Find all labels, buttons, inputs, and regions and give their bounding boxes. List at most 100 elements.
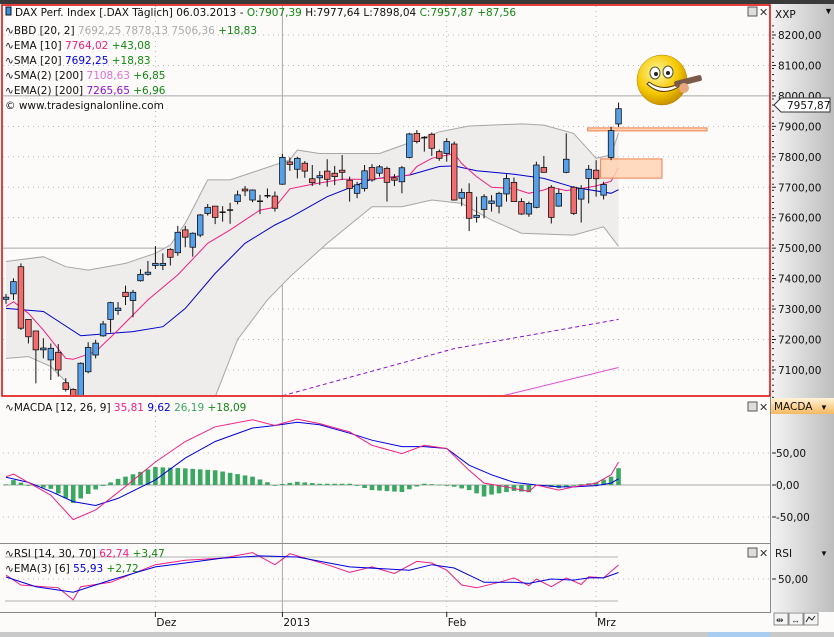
candle-body-down — [391, 177, 398, 181]
macd-tick-label: 50,00 — [776, 448, 806, 460]
macd-histogram-bar — [3, 484, 9, 486]
sma200-line — [502, 367, 619, 395]
candle-body-down — [331, 172, 338, 177]
macd-histogram-bar — [578, 484, 584, 485]
macd-histogram-bar — [63, 485, 69, 499]
window-top-bar — [0, 0, 834, 4]
macd-histogram-bar — [354, 485, 360, 486]
macd-histogram-bar — [601, 479, 606, 485]
price-axis-title[interactable]: XXP — [775, 9, 796, 21]
candle-body-up — [189, 232, 196, 248]
candle — [577, 185, 585, 223]
price-tick-label: 8200,00 — [778, 30, 821, 42]
candle-body-up — [234, 194, 241, 202]
macd-tick-label: -50,00 — [776, 512, 810, 524]
candle-body-down — [540, 167, 548, 173]
macd-histogram-bar — [324, 483, 330, 485]
macd-histogram-bar — [265, 482, 270, 485]
maximize-icon[interactable] — [747, 547, 758, 558]
candle-body-up — [600, 184, 607, 196]
candle — [406, 132, 413, 159]
macd-dropdown-icon[interactable]: ▼ — [820, 403, 828, 412]
legend-bbd[interactable]: ∿BBD [20, 2] 7692,25 7878,13 7506,36 +18… — [5, 25, 257, 37]
candle — [227, 202, 234, 224]
macd-histogram-bar — [250, 476, 255, 485]
candle-body-down — [211, 205, 219, 218]
macd-tick-label: 0,00 — [776, 480, 799, 492]
smiley-cigar-emoji — [636, 54, 702, 106]
macd-histogram-bar — [444, 485, 450, 486]
macd-histogram-bar — [175, 468, 181, 485]
candle-body-up — [77, 362, 84, 395]
close-icon[interactable]: ✕ — [759, 7, 768, 19]
candle-body-up — [152, 262, 159, 266]
legend-rsi-ema[interactable]: ∿EMA(3) [6] 55,93 +2,72 — [5, 563, 139, 575]
candle-body-up — [480, 196, 488, 210]
maximize-icon[interactable] — [747, 6, 758, 17]
macd-histogram-bar — [362, 485, 367, 488]
legend-ema200[interactable]: ∿EMA(2) [200] 7265,65 +6,96 — [5, 85, 166, 97]
candle-body-up — [279, 157, 286, 185]
candle — [32, 330, 40, 384]
legend-macd[interactable]: ∿MACDA [12, 26, 9] 35,81 9,62 26,19 +18,… — [5, 402, 246, 414]
macd-histogram-bar — [392, 485, 397, 492]
rsi-dropdown-icon[interactable]: ▼ — [820, 549, 828, 558]
candle-body-up — [174, 231, 182, 254]
candle-body-up — [585, 168, 592, 179]
candle — [249, 189, 256, 203]
legend-ema10[interactable]: ∿EMA [10] 7764,02 +43,08 — [5, 40, 151, 52]
macd-histogram-bar — [459, 485, 464, 489]
macd-histogram-bar — [519, 485, 524, 492]
price-tick-label: 7100,00 — [778, 365, 821, 377]
rsi-line — [5, 552, 619, 601]
macd-histogram-bar — [317, 483, 323, 485]
macd-histogram-bar — [100, 485, 106, 486]
macd-histogram-bar — [115, 478, 121, 485]
candle — [480, 194, 488, 219]
macd-axis-title[interactable]: MACDA — [774, 401, 813, 413]
candle-body-down — [324, 170, 331, 180]
candle — [607, 126, 615, 161]
compress-time-button[interactable] — [773, 612, 789, 626]
candle — [70, 388, 77, 395]
axis-menu-icon[interactable]: ▼ — [824, 6, 833, 16]
expand-time-button[interactable] — [788, 612, 804, 626]
candle — [368, 164, 376, 182]
candle-body-up — [607, 130, 615, 158]
candle-body-up — [47, 347, 55, 361]
gridlines — [3, 6, 770, 612]
candle-body-up — [563, 158, 570, 173]
legend-sma20[interactable]: ∿SMA [20] 7692,25 +18,83 — [5, 55, 151, 67]
macd-axis-header[interactable] — [771, 398, 834, 414]
candle-body-up — [443, 141, 450, 154]
macd-panel-buttons: ✕ — [747, 401, 768, 414]
bollinger-upper-line — [5, 123, 619, 271]
header-line: DAX Perf. Index [.DAX Täglich] 06.03.201… — [15, 7, 516, 19]
macd-histogram-bar — [563, 485, 569, 487]
legend-sma200[interactable]: ∿SMA(2) [200] 7108,63 +6,85 — [5, 70, 165, 82]
candle — [413, 130, 421, 144]
candle-body-down — [570, 186, 577, 214]
close-icon[interactable]: ✕ — [759, 548, 768, 560]
bottom-scrollbar-thumb[interactable] — [708, 632, 770, 637]
candle-body-down — [62, 382, 69, 390]
candle — [122, 285, 129, 306]
candle — [585, 165, 592, 204]
rsi-axis-title[interactable]: RSI — [775, 548, 792, 560]
candle-body-down — [271, 195, 279, 209]
candle-body-up — [615, 108, 622, 125]
bottom-scrollbar-track[interactable] — [0, 632, 834, 637]
candle — [338, 154, 346, 180]
maximize-icon[interactable] — [747, 401, 758, 412]
candle — [107, 301, 114, 333]
legend-rsi[interactable]: ∿RSI [14, 30, 70] 62,74 +3,47 — [5, 548, 165, 560]
macd-histogram-bar — [182, 468, 188, 485]
ema10-line — [5, 152, 619, 360]
candle — [294, 156, 301, 179]
macd-histogram-bar — [309, 483, 315, 485]
macd-histogram-bar — [145, 469, 151, 485]
macd-histogram-bar — [197, 469, 203, 485]
candle-body-up — [197, 214, 204, 236]
close-icon[interactable]: ✕ — [759, 402, 768, 414]
